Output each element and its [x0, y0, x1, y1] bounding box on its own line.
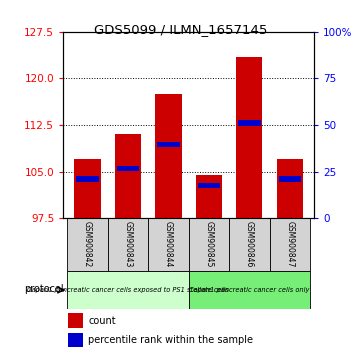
Bar [277, 159, 303, 218]
Text: GSM900843: GSM900843 [123, 221, 132, 268]
Bar [68, 333, 83, 347]
Text: protocol: protocol [24, 284, 64, 294]
Text: GSM900842: GSM900842 [83, 221, 92, 268]
Bar [238, 120, 261, 126]
Text: GSM900846: GSM900846 [245, 221, 254, 268]
Bar [198, 183, 220, 188]
Bar [76, 176, 99, 182]
Bar [189, 271, 310, 309]
Text: Capan1 pancreatic cancer cells exposed to PS1 stellate cells: Capan1 pancreatic cancer cells exposed t… [27, 287, 229, 293]
Text: GSM900844: GSM900844 [164, 221, 173, 268]
Bar [155, 94, 182, 218]
Bar [67, 218, 108, 271]
Bar [108, 218, 148, 271]
Text: Capan1 pancreatic cancer cells only: Capan1 pancreatic cancer cells only [189, 287, 309, 293]
Bar [67, 271, 189, 309]
Bar [117, 166, 139, 171]
Text: GDS5099 / ILMN_1657145: GDS5099 / ILMN_1657145 [94, 23, 267, 36]
Bar [279, 176, 301, 182]
Bar [270, 218, 310, 271]
Bar [236, 57, 262, 218]
Text: GSM900845: GSM900845 [204, 221, 213, 268]
Text: GSM900847: GSM900847 [285, 221, 294, 268]
Bar [189, 218, 229, 271]
Text: percentile rank within the sample: percentile rank within the sample [88, 335, 253, 345]
Bar [229, 218, 270, 271]
Bar [157, 142, 179, 147]
Bar [196, 175, 222, 218]
Bar [68, 313, 83, 328]
Bar [74, 159, 101, 218]
Bar [148, 218, 189, 271]
Bar [115, 134, 141, 218]
Text: count: count [88, 316, 116, 326]
